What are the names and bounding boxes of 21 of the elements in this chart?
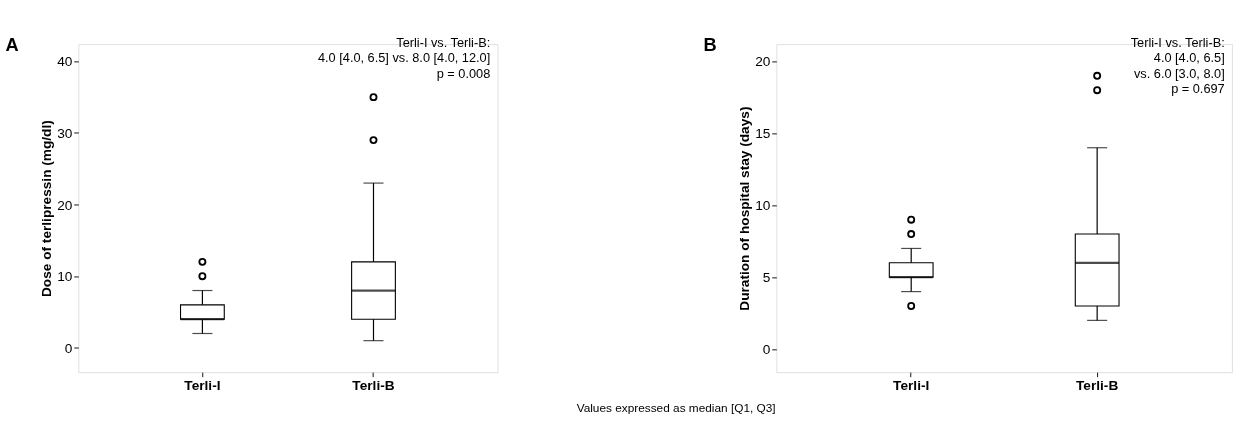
y-axis-title: Duration of hospital stay (days) xyxy=(736,106,752,311)
text: B xyxy=(703,35,717,56)
text: A xyxy=(5,35,19,56)
text: Values expressed as median [Q1, Q3] xyxy=(576,401,776,416)
y-tick-label: 20 xyxy=(57,197,73,213)
y-tick-label: 0 xyxy=(762,342,771,358)
y-tick-label: 40 xyxy=(57,54,73,70)
y-tick-label: 15 xyxy=(755,126,771,142)
y-tick-label: 10 xyxy=(755,198,771,214)
y-tick-label: 20 xyxy=(755,54,771,70)
y-tick-label: 5 xyxy=(762,270,771,286)
x-tick-label: Terli-B xyxy=(1076,377,1119,393)
y-tick-label: 0 xyxy=(64,340,73,356)
y-axis-title: Dose of terlipressin (mg/dl) xyxy=(38,120,54,298)
x-tick-label: Terli-I xyxy=(893,377,930,393)
y-tick-label: 10 xyxy=(57,269,73,285)
y-tick-label: 30 xyxy=(57,125,73,141)
x-tick-label: Terli-I xyxy=(184,377,221,393)
annotation: Terli-I vs. Terli-B: 4.0 [4.0, 6.5] vs. 6.0 [3.0, 8.0] p = 0.697 xyxy=(1130,34,1225,97)
annotation: Terli-I vs. Terli-B: 4.0 [4.0, 6.5] vs. 8.0 [4.0, 12.0] p = 0.008 xyxy=(317,34,491,81)
x-tick-label: Terli-B xyxy=(352,377,395,393)
